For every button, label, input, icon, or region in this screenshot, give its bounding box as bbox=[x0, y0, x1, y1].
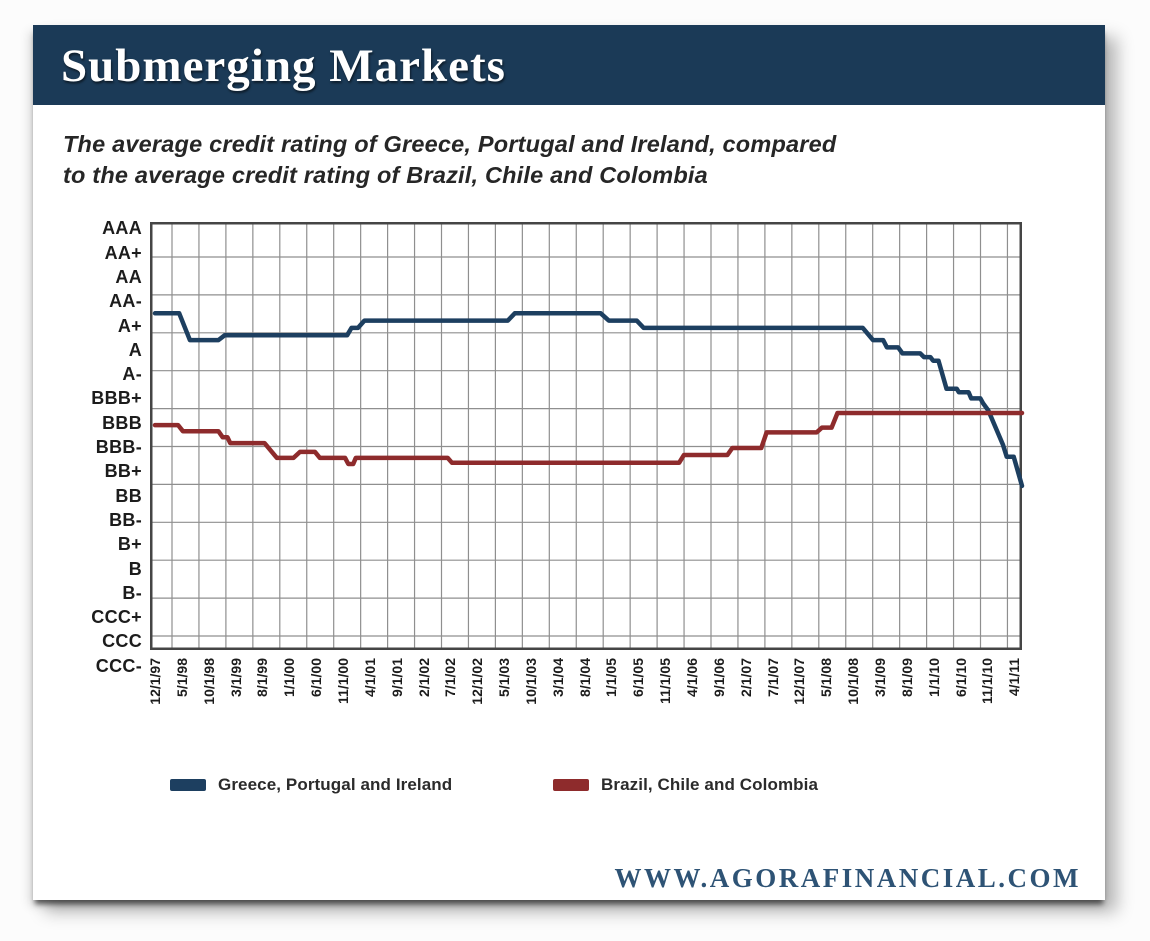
y-axis-label: AAA bbox=[102, 218, 142, 239]
x-axis-label: 3/1/04 bbox=[549, 658, 566, 697]
y-axis-label: BB- bbox=[109, 509, 142, 530]
y-axis-label: CCC bbox=[102, 631, 142, 652]
x-axis-label: 8/1/09 bbox=[898, 658, 915, 697]
plot-area bbox=[150, 222, 1025, 650]
x-axis-label: 10/1/03 bbox=[522, 658, 539, 705]
y-axis-label: AA+ bbox=[104, 242, 142, 263]
x-axis-label: 8/1/99 bbox=[254, 658, 271, 697]
y-axis-label: BB+ bbox=[104, 461, 142, 482]
y-axis-label: BBB- bbox=[95, 437, 142, 457]
series-line-greece-portugal-ireland bbox=[152, 311, 1025, 489]
credit-rating-chart: AAA AA+ AA AA- A+ A A- BBB+ BBB BBB- BB+ BB BB- B+ B B-… bbox=[33, 25, 1105, 900]
x-axis-label: 9/1/01 bbox=[388, 658, 405, 697]
y-axis-label: A bbox=[128, 339, 142, 360]
x-axis-label: 7/1/02 bbox=[442, 658, 459, 697]
legend-swatch-greece-portugal-ireland bbox=[170, 779, 206, 791]
y-axis-label: A+ bbox=[117, 315, 142, 336]
y-axis-label: AA bbox=[115, 266, 142, 287]
y-axis-label: B bbox=[128, 558, 142, 579]
y-axis-label: AA- bbox=[109, 291, 142, 312]
x-axis-label: 3/1/09 bbox=[871, 658, 888, 697]
x-axis-label: 2/1/07 bbox=[737, 658, 754, 697]
chart-subtitle: The average credit rating of Greece, Por… bbox=[63, 129, 836, 191]
legend-label-brazil-chile-colombia: Brazil, Chile and Colombia bbox=[601, 775, 819, 794]
x-axis-label: 10/1/08 bbox=[845, 658, 862, 705]
legend-label-greece-portugal-ireland: Greece, Portugal and Ireland bbox=[218, 775, 453, 794]
y-axis-label: BB bbox=[115, 485, 142, 506]
x-axis-label: 1/1/10 bbox=[925, 658, 942, 697]
x-axis-label: 12/1/97 bbox=[147, 658, 163, 705]
y-axis-label: A- bbox=[122, 364, 142, 385]
x-axis-label: 1/1/05 bbox=[603, 658, 620, 697]
y-axis-label: B- bbox=[122, 582, 142, 603]
legend: Greece, Portugal and Ireland Brazil, Chi… bbox=[33, 775, 1105, 797]
x-axis-label: 1/1/00 bbox=[281, 658, 298, 697]
plot-svg bbox=[150, 222, 1025, 650]
x-axis-label: 12/1/07 bbox=[791, 658, 808, 705]
x-axis-label: 10/1/98 bbox=[200, 658, 217, 705]
subtitle-line-2: to the average credit rating of Brazil, … bbox=[63, 162, 708, 188]
x-axis-label: 8/1/04 bbox=[576, 658, 593, 697]
chart-card: Submerging Markets The average credit ra… bbox=[33, 25, 1105, 900]
x-axis-label: 12/1/02 bbox=[469, 658, 486, 705]
plot-border bbox=[150, 222, 1022, 650]
x-axis-label: 6/1/00 bbox=[308, 658, 325, 697]
y-axis-label: BBB bbox=[102, 412, 142, 433]
x-axis-label: 11/1/05 bbox=[657, 658, 674, 704]
x-axis-label: 3/1/99 bbox=[227, 658, 244, 697]
x-axis-label: 5/1/08 bbox=[818, 658, 835, 697]
x-axis-label: 5/1/03 bbox=[496, 658, 513, 697]
x-axis-label: 5/1/98 bbox=[173, 658, 190, 697]
header-bar: Submerging Markets bbox=[33, 25, 1105, 105]
x-axis-label: 6/1/10 bbox=[952, 658, 969, 697]
x-axis-label: 6/1/05 bbox=[630, 658, 647, 697]
series-line-brazil-chile-colombia bbox=[152, 410, 1025, 467]
x-axis-label: 11/1/10 bbox=[979, 658, 996, 704]
x-axis-label: 7/1/07 bbox=[764, 658, 781, 697]
x-axis-label: 4/1/01 bbox=[361, 658, 378, 697]
y-axis-label: CCC- bbox=[95, 655, 142, 676]
page-title: Submerging Markets bbox=[61, 40, 506, 92]
y-axis-label: BBB+ bbox=[91, 388, 142, 409]
subtitle-line-1: The average credit rating of Greece, Por… bbox=[63, 131, 837, 157]
y-axis-label: B+ bbox=[117, 534, 142, 555]
x-axis-label: 2/1/02 bbox=[415, 658, 432, 697]
x-axis-label: 11/1/00 bbox=[334, 658, 351, 704]
x-axis-label: 4/1/11 bbox=[1006, 658, 1023, 697]
x-axis-label: 4/1/06 bbox=[684, 658, 700, 697]
footer-url: WWW.AGORAFINANCIAL.COM bbox=[614, 863, 1081, 893]
x-axis-label: 9/1/06 bbox=[710, 658, 727, 697]
y-axis-label: CCC+ bbox=[91, 607, 142, 628]
legend-swatch-brazil-chile-colombia bbox=[553, 779, 589, 791]
